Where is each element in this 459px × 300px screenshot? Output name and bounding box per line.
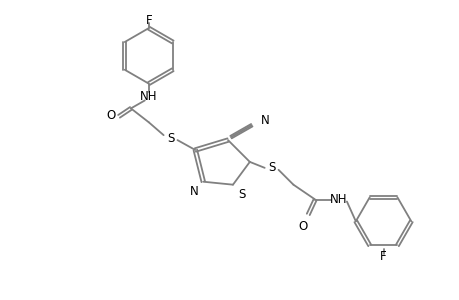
Text: NH: NH	[140, 90, 157, 103]
Text: F: F	[380, 250, 386, 263]
Text: NH: NH	[330, 193, 347, 206]
Text: S: S	[167, 132, 174, 145]
Text: O: O	[298, 220, 307, 233]
Text: S: S	[237, 188, 245, 201]
Text: S: S	[267, 161, 274, 174]
Text: N: N	[189, 185, 198, 198]
Text: F: F	[145, 14, 152, 27]
Text: O: O	[106, 109, 116, 122]
Text: N: N	[260, 114, 269, 127]
